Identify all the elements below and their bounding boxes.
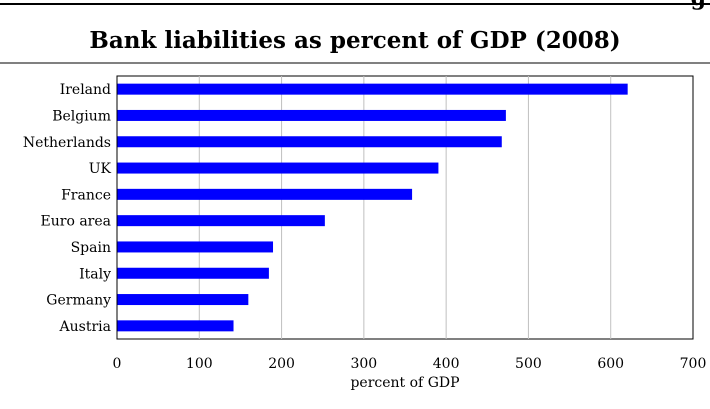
chart-title: Bank liabilities as percent of GDP (2008… — [89, 27, 620, 54]
bar — [117, 294, 249, 306]
category-label: Austria — [59, 319, 111, 335]
category-label: France — [61, 187, 111, 203]
bar — [117, 136, 502, 148]
category-label: Ireland — [60, 82, 111, 98]
bars — [117, 83, 628, 332]
x-tick-label: 0 — [113, 356, 122, 372]
bar — [117, 215, 325, 227]
bar — [117, 188, 413, 200]
corner-fragment-text: g — [691, 0, 706, 11]
bar — [117, 241, 274, 253]
bar — [117, 320, 234, 332]
category-label: Belgium — [52, 108, 111, 124]
category-labels: Ireland Belgium Netherlands UK France Euro ar… — [23, 82, 112, 335]
x-tick-label: 500 — [515, 356, 542, 372]
x-tick-label: 400 — [433, 356, 460, 372]
x-tick-label: 300 — [350, 356, 377, 372]
x-tick-label: 200 — [268, 356, 295, 372]
x-tick-label: 600 — [597, 356, 624, 372]
x-tick-label: 700 — [680, 356, 707, 372]
x-axis-label: percent of GDP — [350, 375, 459, 391]
category-label: UK — [89, 161, 112, 177]
category-label: Euro area — [41, 214, 111, 230]
bar — [117, 267, 269, 279]
x-tick-label: 100 — [186, 356, 213, 372]
category-label: Italy — [79, 266, 111, 282]
category-label: Spain — [71, 240, 111, 256]
category-label: Germany — [46, 293, 111, 309]
plot-area — [116, 75, 694, 340]
bar — [117, 162, 439, 174]
category-label: Netherlands — [23, 135, 111, 151]
bar — [117, 83, 628, 95]
x-tick-labels: 0 100 200 300 400 500 600 700 — [113, 356, 707, 372]
bar — [117, 109, 506, 121]
